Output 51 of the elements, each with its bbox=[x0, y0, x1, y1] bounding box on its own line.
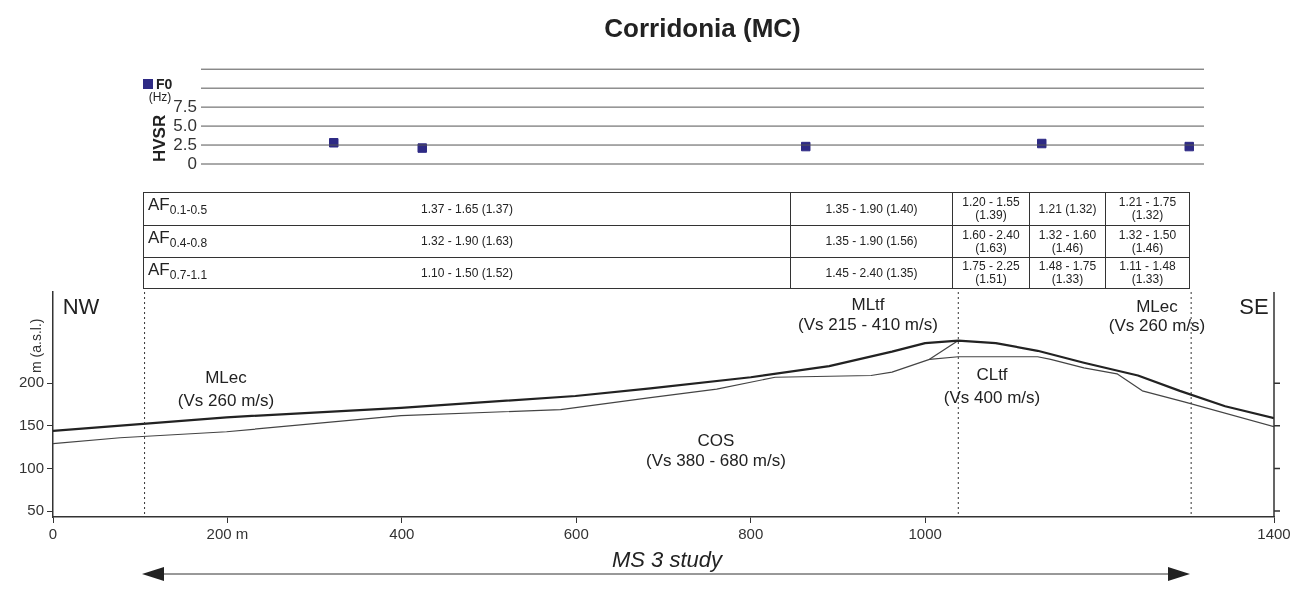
text: 1.10 - 1.50 (1.52) bbox=[420, 265, 514, 280]
y-tick-label: 50 bbox=[27, 501, 44, 519]
x-tick-label: 1400 bbox=[1257, 525, 1291, 543]
y-tick-label: 150 bbox=[18, 415, 44, 433]
annotation: MLec bbox=[205, 368, 247, 388]
text: 1.48 - 1.75 (1.33) bbox=[1029, 257, 1106, 289]
annotation: COS bbox=[697, 431, 735, 451]
annotation: CLtf bbox=[976, 365, 1008, 385]
text: 1.60 - 2.40 (1.63) bbox=[952, 225, 1030, 258]
text: AF$_{0.4-0.8}$ bbox=[148, 228, 208, 251]
text: 1.21 (1.32) bbox=[1029, 192, 1106, 226]
text: 1.21 - 1.75 (1.32) bbox=[1105, 192, 1190, 226]
annotation: (Vs 260 m/s) bbox=[1108, 316, 1206, 336]
y-tick-label: 7.5 bbox=[173, 96, 197, 116]
x-tick-label: 400 bbox=[389, 525, 415, 543]
legend-label: F0 bbox=[156, 76, 173, 92]
x-tick-label: 800 bbox=[738, 525, 764, 543]
text: (Hz) bbox=[148, 90, 172, 104]
y-tick-label: 5.0 bbox=[173, 115, 197, 135]
x-tick-label: 600 bbox=[563, 525, 589, 543]
text: MS 3 study bbox=[611, 547, 723, 573]
text: AF$_{0.7-1.1}$ bbox=[148, 260, 208, 283]
y-tick-label: 2.5 bbox=[173, 134, 197, 154]
x-tick-label: 1000 bbox=[908, 525, 942, 543]
annotation: MLec bbox=[1136, 297, 1178, 317]
chart-title: Corridonia (MC) bbox=[604, 12, 801, 43]
annotation: SE bbox=[1239, 294, 1269, 320]
x-tick-label: 0 bbox=[48, 525, 58, 543]
y-axis-title: m (a.s.l.) bbox=[28, 318, 44, 373]
text: 1.32 - 1.50 (1.46) bbox=[1105, 225, 1190, 258]
text: 1.45 - 2.40 (1.35) bbox=[790, 257, 953, 289]
text: 1.35 - 1.90 (1.56) bbox=[790, 225, 953, 258]
text: 1.37 - 1.65 (1.37) bbox=[420, 201, 514, 216]
annotation: (Vs 380 - 680 m/s) bbox=[646, 451, 786, 471]
text: 1.35 - 1.90 (1.40) bbox=[790, 192, 953, 226]
text: 1.32 - 1.90 (1.63) bbox=[420, 234, 514, 248]
text: 1.20 - 1.55 (1.39) bbox=[952, 192, 1030, 226]
text: 1.75 - 2.25 (1.51) bbox=[952, 257, 1030, 289]
y-tick-label: 200 bbox=[18, 373, 44, 391]
y-tick-label: 0 bbox=[187, 153, 197, 173]
annotation: NW bbox=[62, 294, 100, 320]
text: 1.11 - 1.48 (1.33) bbox=[1105, 257, 1190, 289]
text: AF$_{0.1-0.5}$ bbox=[148, 195, 208, 218]
text: 1.32 - 1.60 (1.46) bbox=[1029, 225, 1106, 258]
annotation: (Vs 260 m/s) bbox=[177, 391, 275, 411]
y-axis-title: HVSR bbox=[150, 114, 170, 162]
annotation: (Vs 215 - 410 m/s) bbox=[798, 315, 938, 335]
x-tick-label: 200 m bbox=[206, 525, 249, 543]
annotation: (Vs 400 m/s) bbox=[943, 388, 1041, 408]
y-tick-label: 100 bbox=[18, 458, 44, 476]
annotation: MLtf bbox=[851, 295, 885, 315]
